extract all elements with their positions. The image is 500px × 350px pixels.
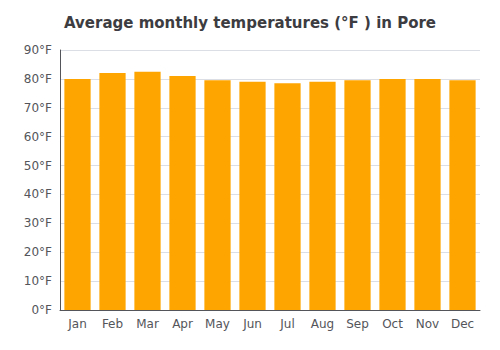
svg-text:Apr: Apr bbox=[172, 317, 193, 331]
svg-text:Jul: Jul bbox=[279, 317, 294, 331]
svg-text:50°F: 50°F bbox=[24, 159, 52, 173]
svg-text:30°F: 30°F bbox=[24, 216, 52, 230]
svg-text:May: May bbox=[205, 317, 230, 331]
svg-text:Average monthly temperatures (: Average monthly temperatures (°F ) in Po… bbox=[64, 14, 436, 32]
svg-text:Mar: Mar bbox=[136, 317, 159, 331]
svg-text:70°F: 70°F bbox=[24, 101, 52, 115]
svg-text:Feb: Feb bbox=[102, 317, 123, 331]
svg-text:Nov: Nov bbox=[416, 317, 439, 331]
svg-text:10°F: 10°F bbox=[24, 274, 52, 288]
svg-text:Jan: Jan bbox=[67, 317, 87, 331]
svg-text:Oct: Oct bbox=[382, 317, 403, 331]
svg-text:60°F: 60°F bbox=[24, 130, 52, 144]
svg-text:20°F: 20°F bbox=[24, 245, 52, 259]
svg-text:40°F: 40°F bbox=[24, 187, 52, 201]
svg-text:0°F: 0°F bbox=[31, 303, 52, 317]
svg-text:Sep: Sep bbox=[346, 317, 369, 331]
svg-text:Dec: Dec bbox=[451, 317, 474, 331]
svg-text:90°F: 90°F bbox=[24, 43, 52, 57]
svg-text:Jun: Jun bbox=[242, 317, 262, 331]
svg-text:Aug: Aug bbox=[311, 317, 334, 331]
svg-text:80°F: 80°F bbox=[24, 72, 52, 86]
